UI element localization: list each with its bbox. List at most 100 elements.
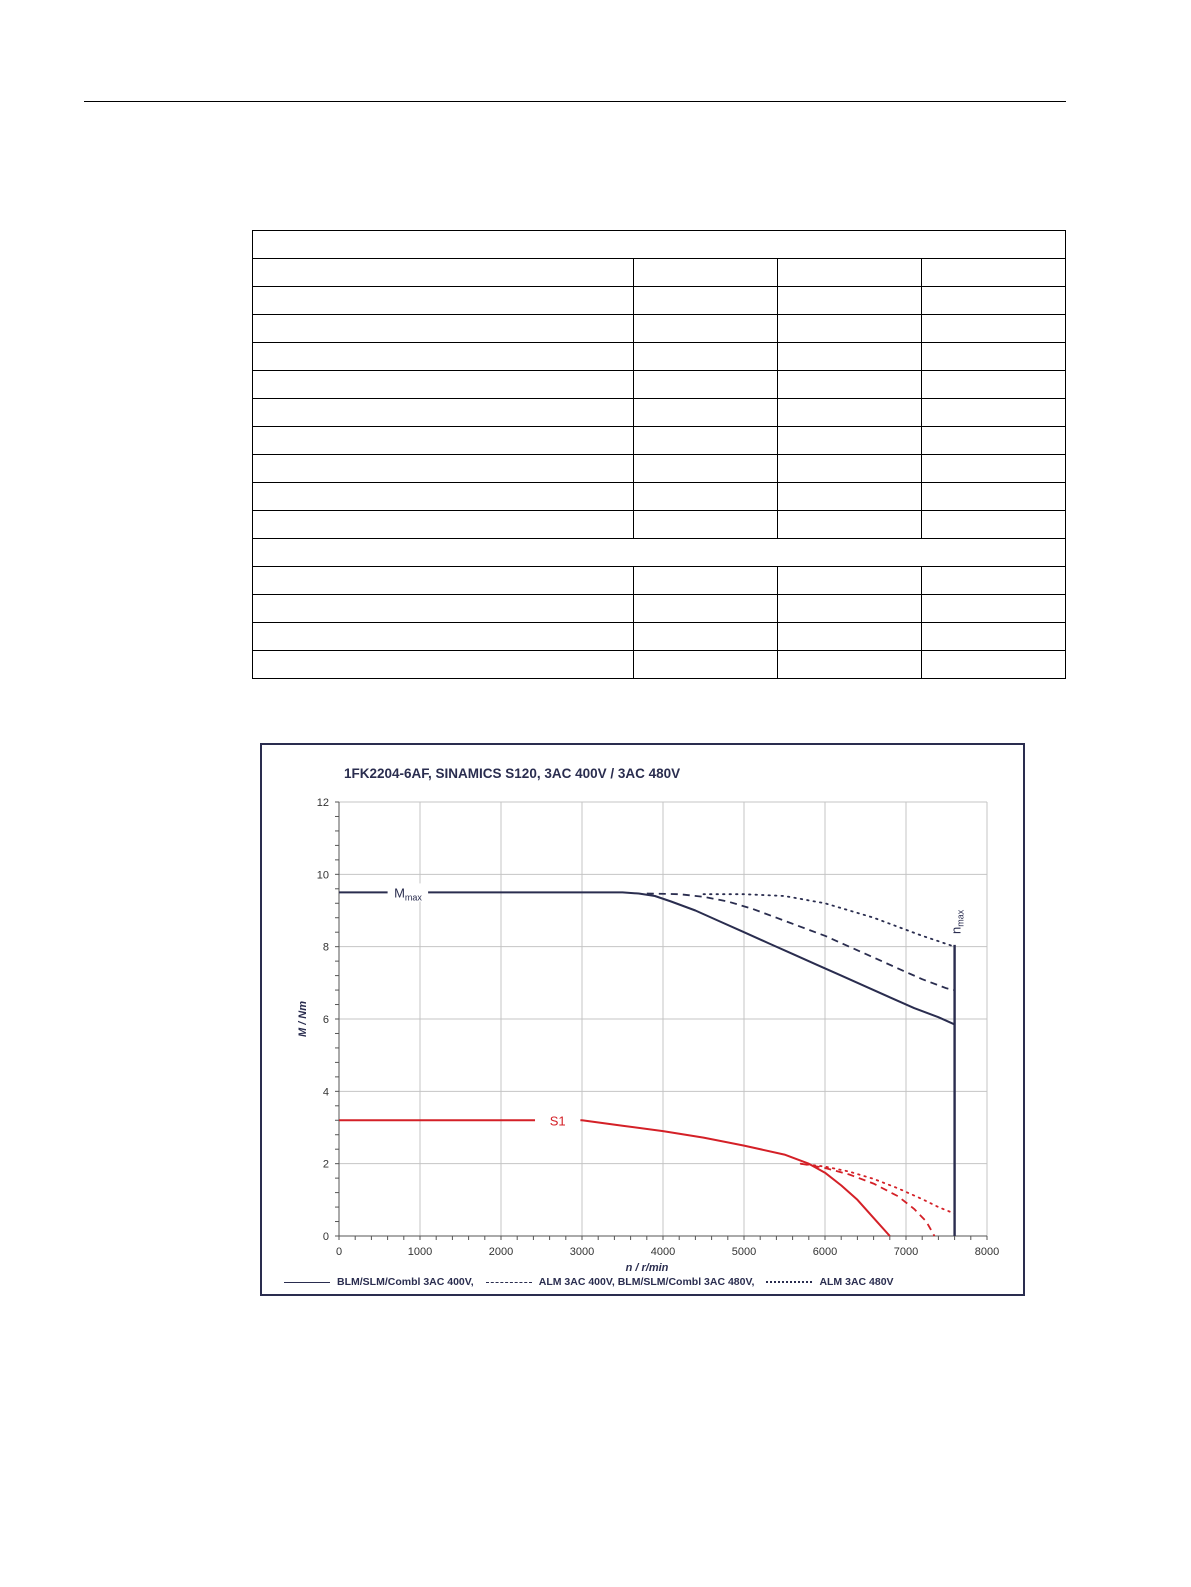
legend-entry: ALM 3AC 400V, BLM/SLM/Combl 3AC 480V,: [485, 1276, 755, 1288]
table-cell: [252, 538, 1066, 567]
s1-label-bg: [535, 1111, 581, 1130]
table-row: [252, 398, 1066, 427]
table-cell: [921, 594, 1066, 623]
table-row: [252, 650, 1066, 679]
table-cell: [633, 258, 778, 287]
x-tick-label: 8000: [975, 1246, 999, 1258]
table-cell: [633, 342, 778, 371]
table-cell: [921, 286, 1066, 315]
table-cell: [252, 510, 634, 539]
table-section-header: [252, 230, 1066, 259]
table-cell: [921, 342, 1066, 371]
legend-label: ALM 3AC 400V, BLM/SLM/Combl 3AC 480V,: [538, 1276, 755, 1288]
legend-label: BLM/SLM/Combl 3AC 400V,: [337, 1276, 474, 1288]
s1-label: S1: [550, 1113, 566, 1128]
s1-dotted-series: [799, 1162, 956, 1215]
legend-entry: BLM/SLM/Combl 3AC 400V,: [284, 1276, 474, 1288]
header-rule: [84, 101, 1066, 102]
x-tick-label: 1000: [408, 1246, 432, 1258]
table-cell: [921, 370, 1066, 399]
table-cell: [252, 342, 634, 371]
table-cell: [633, 482, 778, 511]
s1-solid-series: [339, 1119, 891, 1237]
table-cell: [777, 342, 922, 371]
table-row: [252, 426, 1066, 455]
table-cell: [633, 594, 778, 623]
table-cell: [633, 286, 778, 315]
table-cell: [777, 622, 922, 651]
table-cell: [921, 566, 1066, 595]
y-tick-label: 12: [317, 797, 329, 809]
table-cell: [777, 370, 922, 399]
table-cell: [252, 314, 634, 343]
legend-entry: ALM 3AC 480V: [766, 1276, 894, 1288]
table-cell: [921, 398, 1066, 427]
table-cell: [777, 286, 922, 315]
x-tick-label: 5000: [732, 1246, 756, 1258]
table-cell: [777, 510, 922, 539]
table-cell: [921, 454, 1066, 483]
table-row: [252, 622, 1066, 651]
s1-dashed-series: [800, 1162, 936, 1237]
x-axis-label: n / r/min: [626, 1262, 669, 1274]
table-row: [252, 454, 1066, 483]
table-cell: [633, 398, 778, 427]
table-cell: [252, 622, 634, 651]
spec-table: [252, 230, 1066, 679]
x-tick-label: 6000: [813, 1246, 837, 1258]
table-cell: [633, 370, 778, 399]
table-cell: [777, 650, 922, 679]
nmax-label: nmax: [949, 909, 966, 934]
y-tick-label: 6: [323, 1014, 329, 1026]
table-row: [252, 566, 1066, 595]
y-tick-label: 2: [323, 1159, 329, 1171]
table-row: [252, 482, 1066, 511]
chart-title: 1FK2204-6AF, SINAMICS S120, 3AC 400V / 3…: [344, 766, 681, 781]
x-tick-label: 3000: [570, 1246, 594, 1258]
table-row: [252, 370, 1066, 399]
legend-solid-swatch: [284, 1281, 330, 1283]
table-cell: [633, 622, 778, 651]
table-row: [252, 342, 1066, 371]
table-row: [252, 286, 1066, 315]
legend-dashed-swatch: [485, 1281, 532, 1283]
y-axis-label: M / Nm: [297, 1001, 309, 1037]
table-cell: [777, 426, 922, 455]
table-cell: [777, 258, 922, 287]
table-cell: [633, 314, 778, 343]
torque-speed-chart: 1FK2204-6AF, SINAMICS S120, 3AC 400V / 3…: [260, 743, 1025, 1296]
chart-legend: BLM/SLM/Combl 3AC 400V, ALM 3AC 400V, BL…: [284, 1276, 906, 1288]
mmax-solid-series: [339, 891, 956, 1026]
table-cell: [252, 398, 634, 427]
table-cell: [633, 510, 778, 539]
x-tick-label: 0: [336, 1246, 342, 1258]
x-tick-label: 2000: [489, 1246, 513, 1258]
mmax-dashed-series: [646, 892, 955, 991]
table-row: [252, 594, 1066, 623]
mmax-label-subscript: max: [405, 892, 423, 902]
plot-area: 0 1000 2000 3000 4000 5000 6000 7000 8000 0 2 4 6 8 10…: [297, 797, 999, 1274]
table-cell: [921, 426, 1066, 455]
table-cell: [633, 650, 778, 679]
y-tick-label: 10: [317, 869, 329, 881]
table-cell: [252, 594, 634, 623]
table-cell: [777, 482, 922, 511]
table-cell: [921, 510, 1066, 539]
table-cell: [921, 622, 1066, 651]
nmax-label-subscript: max: [956, 909, 966, 927]
x-tick-label: 7000: [894, 1246, 918, 1258]
table-cell: [252, 482, 634, 511]
table-cell: [921, 314, 1066, 343]
table-cell: [633, 426, 778, 455]
table-cell: [252, 650, 634, 679]
table-cell: [777, 594, 922, 623]
table-cell: [252, 258, 634, 287]
table-row: [252, 510, 1066, 539]
table-cell: [921, 650, 1066, 679]
table-cell: [777, 454, 922, 483]
table-row: [252, 314, 1066, 343]
x-tick-label: 4000: [651, 1246, 675, 1258]
table-cell: [633, 566, 778, 595]
table-cell: [921, 482, 1066, 511]
table-cell: [777, 398, 922, 427]
